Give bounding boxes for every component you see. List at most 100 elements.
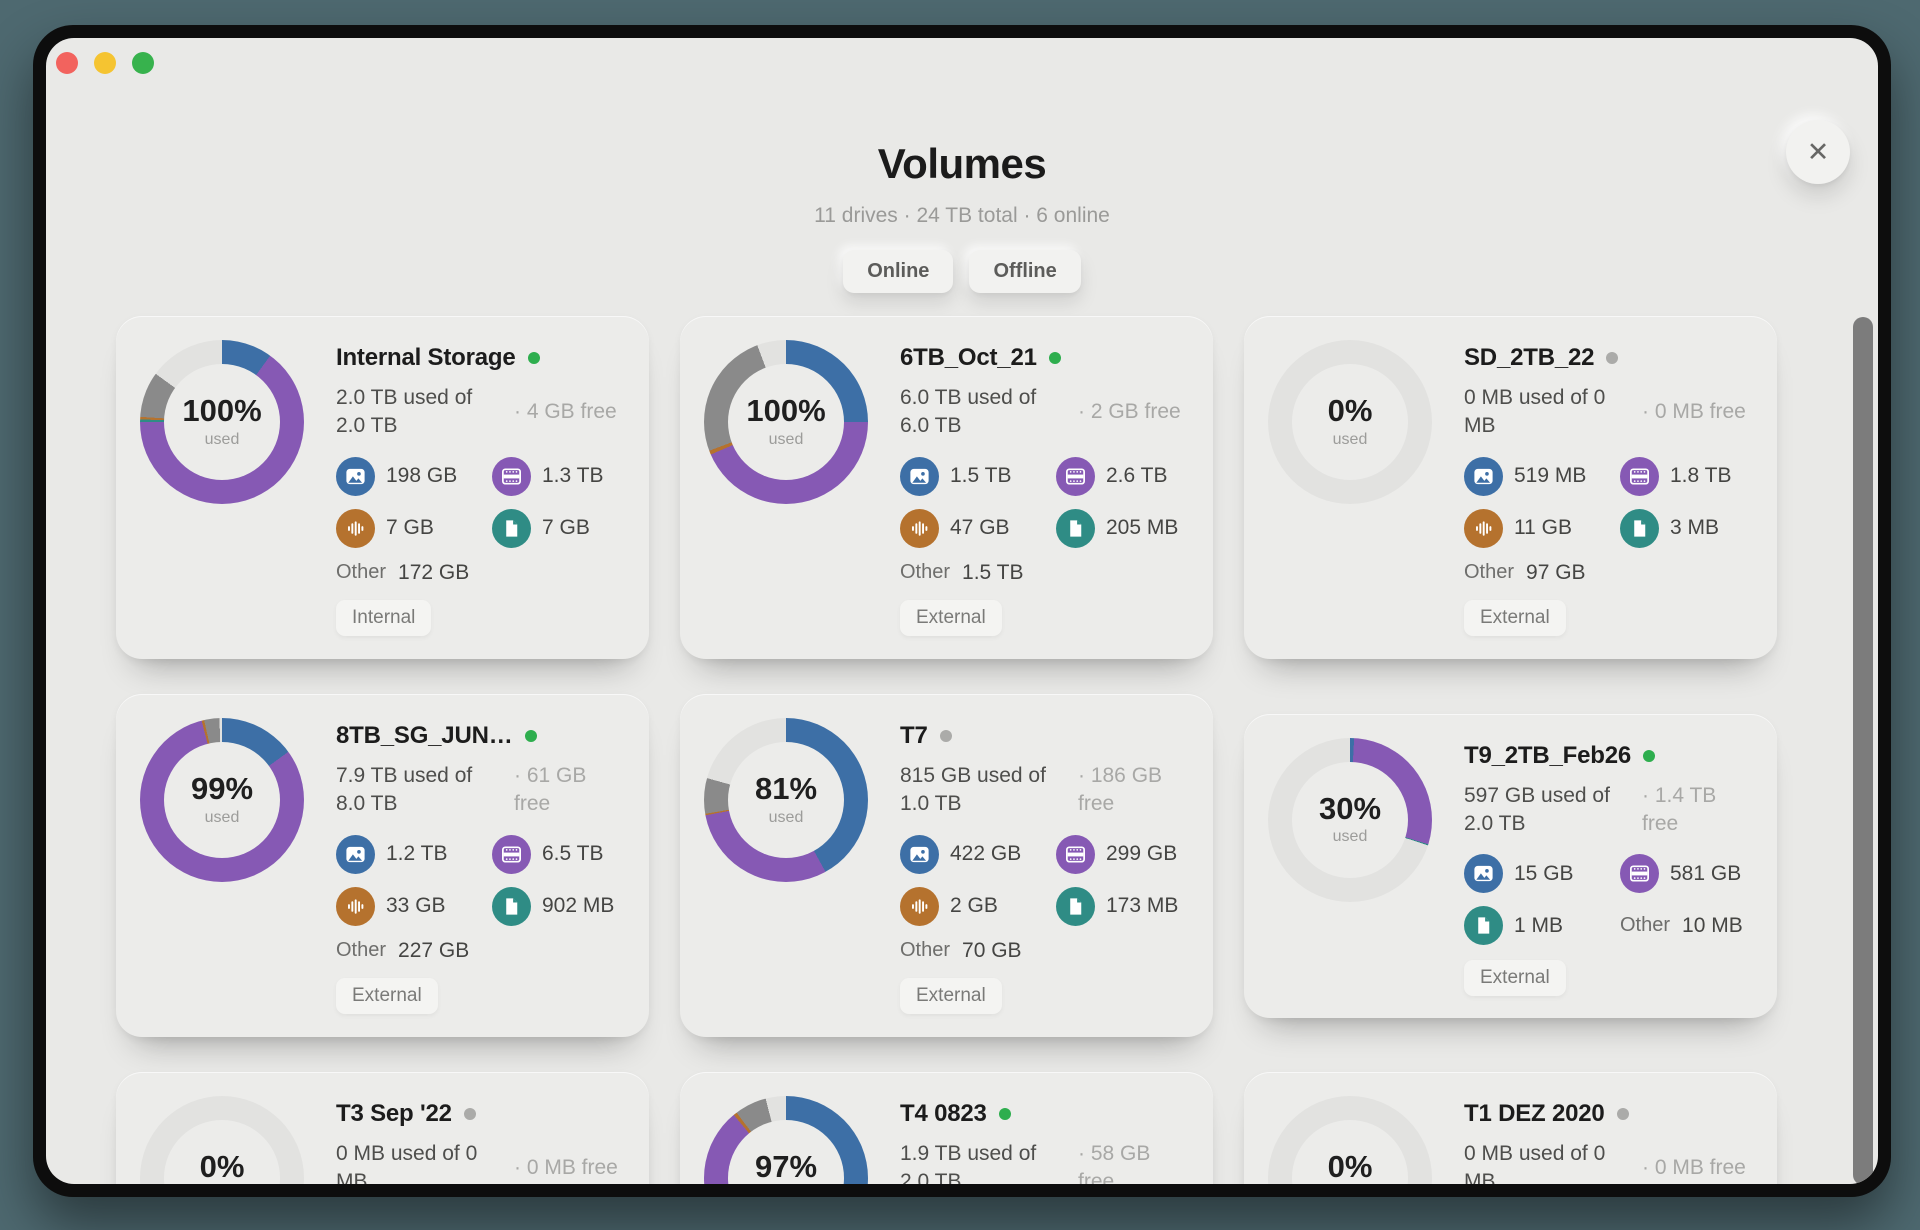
status-dot-online [524,730,537,742]
scrollbar-thumb[interactable] [1853,317,1873,1184]
usage-percent: 100% [746,393,826,429]
status-dot-offline [1616,1108,1629,1120]
used-text: 0 MB used of 0 MB [336,1142,478,1184]
photos-icon [336,834,375,874]
donut-center: 81% used [728,742,844,858]
photos-icon [336,456,375,496]
other-label: Other [1620,914,1671,937]
drive-card[interactable]: 30% used T9_2TB_Feb26 597 GB used of 2.0… [1244,713,1777,1018]
used-text: 7.9 TB used of 8.0 TB [336,764,473,816]
category-videos: 6.5 TB [492,834,627,874]
drive-name: 6TB_Oct_21 [900,344,1037,371]
drive-details: T1 DEZ 2020 0 MB used of 0 MB · 0 MB fre… [1464,1100,1755,1184]
category-audio: 33 GB [336,886,486,926]
filter-buttons: Online Offline [46,250,1878,293]
docs-icon [492,886,531,926]
usage-donut-chart: 81% used [704,718,868,882]
usage-percent-label: used [768,808,804,826]
usage-percent: 99% [190,771,254,807]
category-value: 422 GB [950,842,1022,866]
traffic-zoom-button[interactable] [132,52,154,74]
drive-card[interactable]: 0% used T1 DEZ 2020 0 MB used of 0 MB · … [1244,1072,1777,1184]
category-breakdown: 1.5 TB 2.6 TB 47 GB 205 MB [900,456,1191,548]
page-header: Volumes 11 drives · 24 TB total · 6 onli… [46,38,1878,293]
drive-title-row: 6TB_Oct_21 [900,344,1191,372]
category-value: 7 GB [542,516,590,540]
drive-title-row: T1 DEZ 2020 [1464,1100,1755,1128]
category-docs: 7 GB [492,508,627,548]
usage-summary: 0 MB used of 0 MB · 0 MB free [1464,1140,1755,1184]
docs-icon [1056,886,1095,926]
drive-card[interactable]: 97% used T4 0823 1.9 TB used of 2.0 TB ·… [680,1072,1213,1184]
category-value: 1.2 TB [386,842,448,866]
category-value: 47 GB [950,516,1010,540]
category-docs: 3 MB [1620,508,1755,548]
category-videos: 1.8 TB [1620,456,1755,496]
traffic-minimize-button[interactable] [94,52,116,74]
usage-summary: 6.0 TB used of 6.0 TB · 2 GB free [900,384,1191,441]
drive-details: 6TB_Oct_21 6.0 TB used of 6.0 TB · 2 GB … [900,344,1191,636]
online-filter-button[interactable]: Online [843,250,954,293]
other-row: Other 70 GB [900,939,1191,963]
drive-card[interactable]: 100% used 6TB_Oct_21 6.0 TB used of 6.0 … [680,316,1213,659]
other-label: Other [336,939,387,962]
category-value: 519 MB [1514,464,1587,488]
category-videos: 2.6 TB [1056,456,1191,496]
drive-details: Internal Storage 2.0 TB used of 2.0 TB ·… [336,344,627,636]
audio-icon [900,508,939,548]
category-docs: 173 MB [1056,886,1191,926]
other-value: 10 MB [1682,913,1743,937]
drive-card[interactable]: 0% used SD_2TB_22 0 MB used of 0 MB · 0 … [1244,316,1777,659]
usage-summary: 0 MB used of 0 MB · 0 MB free [1464,384,1755,441]
other-value: 172 GB [398,560,470,584]
category-videos: 1.3 TB [492,456,627,496]
category-value: 2 GB [950,894,998,918]
photos-icon [900,456,939,496]
drive-card[interactable]: 100% used Internal Storage 2.0 TB used o… [116,316,649,659]
other-value: 1.5 TB [962,560,1024,584]
location-badge: External [900,599,1002,636]
free-text: · 4 GB free [514,400,617,424]
category-value: 6.5 TB [542,842,604,866]
usage-donut-chart: 0% used [1268,340,1432,504]
badge-row: External [336,977,627,1014]
status-dot-online [998,1108,1011,1120]
category-videos: 581 GB [1620,854,1755,894]
badge-row: External [1464,599,1755,636]
category-photos: 422 GB [900,834,1050,874]
close-button[interactable]: ✕ [1786,120,1850,184]
drive-card[interactable]: 0% used T3 Sep '22 0 MB used of 0 MB · 0… [116,1072,649,1184]
traffic-close-button[interactable] [56,52,78,74]
window-controls [56,52,154,74]
category-other-inline: Other 10 MB [1620,906,1755,945]
other-label: Other [900,939,951,962]
free-text: · 0 MB free [1642,400,1746,424]
category-photos: 519 MB [1464,456,1614,496]
drive-name: T7 [900,722,928,749]
usage-donut-chart: 99% used [140,718,304,882]
audio-icon [336,886,375,926]
other-row: Other 1.5 TB [900,561,1191,585]
offline-filter-button[interactable]: Offline [969,250,1081,293]
close-icon: ✕ [1806,137,1830,167]
category-photos: 1.2 TB [336,834,486,874]
drive-details: T3 Sep '22 0 MB used of 0 MB · 0 MB free [336,1100,627,1184]
drive-title-row: Internal Storage [336,344,627,372]
drive-name: T3 Sep '22 [336,1100,452,1127]
usage-summary: 1.9 TB used of 2.0 TB · 58 GB free [900,1140,1191,1184]
category-value: 3 MB [1670,516,1720,540]
usage-donut-chart: 0% used [1268,1096,1432,1184]
used-text: 597 GB used of 2.0 TB [1464,783,1610,835]
usage-donut-chart: 0% used [140,1096,304,1184]
drive-name: SD_2TB_22 [1464,344,1595,371]
videos-icon [492,834,531,874]
other-value: 97 GB [1526,560,1586,584]
drive-title-row: T3 Sep '22 [336,1100,627,1128]
drive-card[interactable]: 99% used 8TB_SG_JUN… 7.9 TB used of 8.0 … [116,694,649,1037]
window-content: Volumes 11 drives · 24 TB total · 6 onli… [46,38,1878,1184]
donut-center: 0% used [1292,364,1408,480]
audio-icon [336,508,375,548]
drive-card[interactable]: 81% used T7 815 GB used of 1.0 TB · 186 … [680,694,1213,1037]
category-audio: 47 GB [900,508,1050,548]
docs-icon [1620,508,1659,548]
